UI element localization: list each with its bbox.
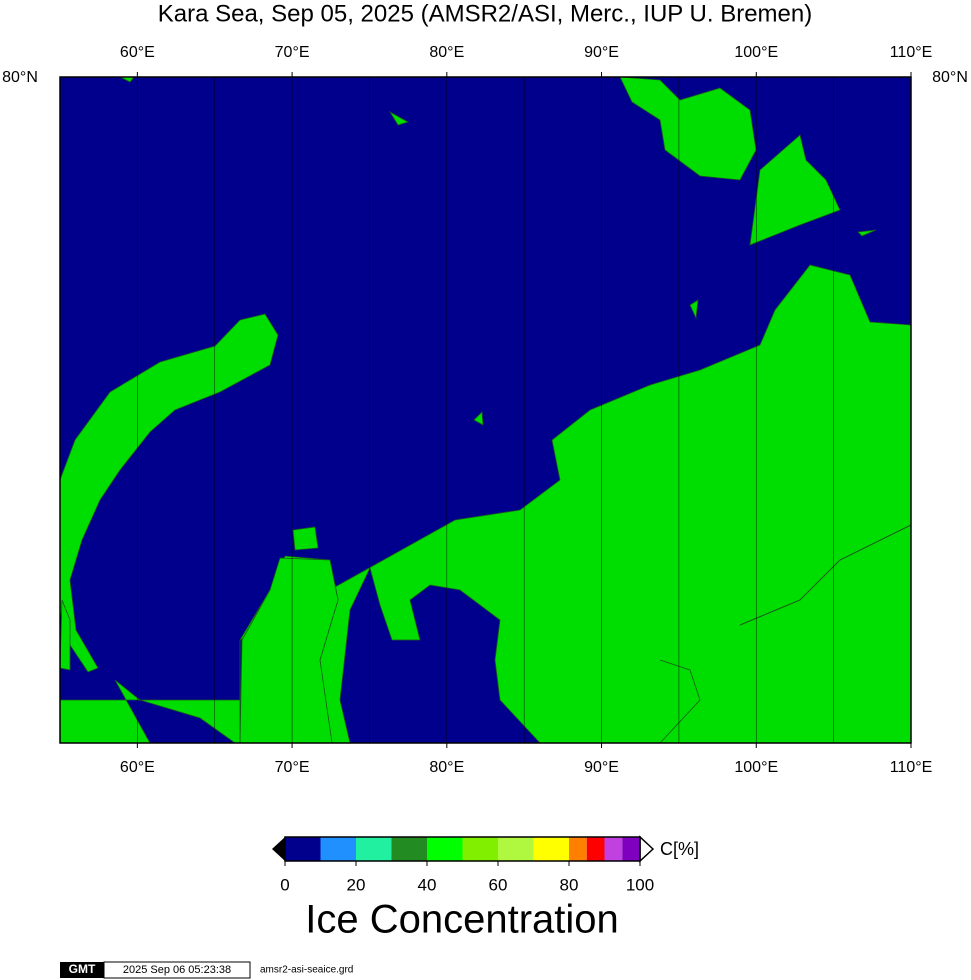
colorbar-unit: C[%] <box>660 839 699 859</box>
land <box>59 76 912 744</box>
colorbar-segment <box>320 837 356 861</box>
lat-label: 80°N <box>932 69 968 86</box>
island <box>388 110 410 126</box>
gmt-logo <box>60 962 104 978</box>
lon-label: 70°E <box>275 44 310 61</box>
colorbar-under <box>272 837 285 861</box>
lon-label: 60°E <box>120 44 155 61</box>
colorbar-frame <box>284 836 641 862</box>
title: Kara Sea, Sep 05, 2025 (AMSR2/ASI, Merc.… <box>158 0 813 27</box>
colorbar-tick-label: 20 <box>347 875 366 894</box>
island <box>857 229 877 237</box>
colorbar-segment <box>462 837 498 861</box>
lat-label: 80°N <box>2 69 38 86</box>
island <box>689 299 699 320</box>
colorbar-segment <box>533 837 569 861</box>
lon-label: 60°E <box>120 759 155 776</box>
severnaya-zemlya-1 <box>619 76 757 181</box>
colorbar-segment <box>604 837 623 861</box>
colorbar-tick-label: 100 <box>626 875 654 894</box>
colorbar-tick-label: 40 <box>418 875 437 894</box>
boundary <box>659 659 701 744</box>
lon-label: 80°E <box>429 759 464 776</box>
gmt-logo-text: GMT <box>69 962 96 976</box>
severnaya-zemlya-2 <box>749 134 841 246</box>
colorbar-segment <box>356 837 392 861</box>
boundary <box>739 524 912 626</box>
lon-label: 110°E <box>890 44 933 61</box>
colorbar-tick-label: 80 <box>560 875 579 894</box>
colorbar-segment <box>622 837 640 861</box>
timestamp-box <box>103 961 251 979</box>
mainland <box>59 264 912 744</box>
lon-label: 100°E <box>734 44 778 61</box>
colorbar-tick-label: 60 <box>489 875 508 894</box>
colorbar-tick-label: 0 <box>280 875 289 894</box>
island <box>292 526 319 551</box>
map-frame <box>59 76 912 744</box>
lon-label: 90°E <box>584 759 619 776</box>
colorbar-segment <box>586 837 605 861</box>
lon-label: 80°E <box>429 44 464 61</box>
lon-label: 70°E <box>275 759 310 776</box>
lon-label: 100°E <box>734 759 778 776</box>
novaya-zemlya <box>59 313 279 673</box>
colorbar-segment <box>569 837 587 861</box>
timestamp: 2025 Sep 06 05:23:38 <box>123 964 231 976</box>
lon-label: 90°E <box>584 44 619 61</box>
file-name: amsr2-asi-seaice.grd <box>260 965 353 976</box>
lon-label: 110°E <box>890 759 933 776</box>
colorbar-segment <box>498 837 534 861</box>
colorbar-segment <box>285 837 321 861</box>
island <box>473 411 484 426</box>
colorbar-title: Ice Concentration <box>305 898 619 942</box>
colorbar-over <box>639 835 655 863</box>
colorbar-segment <box>427 837 463 861</box>
colorbar-segment <box>391 837 427 861</box>
